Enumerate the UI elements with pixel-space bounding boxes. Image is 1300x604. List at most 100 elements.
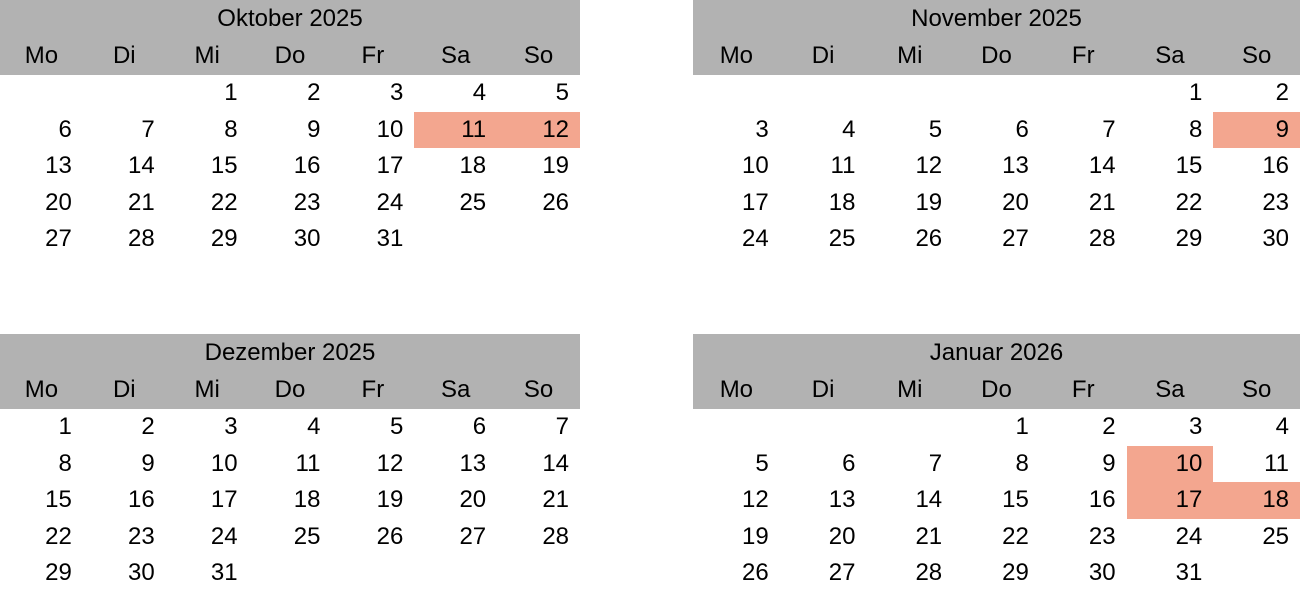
day-cell[interactable]: 15 (45, 486, 72, 513)
day-cell-highlighted[interactable]: 17 (1126, 482, 1214, 519)
day-cell[interactable]: 28 (128, 225, 155, 252)
day-cell[interactable]: 23 (1088, 522, 1116, 550)
day-cell[interactable]: 24 (1175, 522, 1203, 550)
day-cell[interactable]: 25 (293, 522, 321, 550)
day-cell[interactable]: 7 (555, 413, 570, 440)
day-cell[interactable]: 27 (1002, 225, 1029, 252)
day-cell[interactable]: 6 (58, 115, 72, 143)
day-cell[interactable]: 4 (472, 79, 487, 106)
day-cell[interactable]: 13 (45, 152, 72, 179)
day-cell-highlighted[interactable]: 11 (414, 111, 498, 148)
day-cell[interactable]: 31 (1175, 559, 1203, 586)
day-cell[interactable]: 27 (45, 225, 72, 252)
day-cell[interactable]: 20 (1002, 188, 1029, 216)
day-cell[interactable]: 8 (1015, 449, 1029, 477)
day-cell[interactable]: 22 (1175, 188, 1203, 216)
day-cell[interactable]: 23 (1262, 188, 1290, 216)
day-cell[interactable]: 18 (293, 486, 321, 513)
day-cell[interactable]: 6 (472, 413, 487, 440)
day-cell[interactable]: 29 (45, 559, 72, 586)
day-cell[interactable]: 3 (755, 115, 769, 143)
day-cell[interactable]: 27 (459, 522, 487, 550)
day-cell[interactable]: 24 (742, 225, 769, 252)
day-cell[interactable]: 9 (141, 449, 155, 477)
day-cell[interactable]: 2 (307, 79, 321, 106)
day-cell[interactable]: 7 (141, 115, 155, 143)
day-cell[interactable]: 13 (459, 449, 487, 477)
day-cell[interactable]: 21 (915, 522, 943, 550)
day-cell[interactable]: 19 (915, 188, 943, 216)
day-cell[interactable]: 3 (1188, 413, 1203, 440)
day-cell[interactable]: 5 (928, 115, 943, 143)
day-cell[interactable]: 15 (210, 152, 238, 179)
day-cell[interactable]: 31 (210, 559, 238, 586)
day-cell[interactable]: 20 (459, 486, 487, 513)
day-cell[interactable]: 29 (1175, 225, 1203, 252)
day-cell[interactable]: 26 (376, 522, 404, 550)
day-cell[interactable]: 3 (224, 413, 238, 440)
day-cell[interactable]: 8 (1188, 115, 1203, 143)
day-cell-highlighted[interactable]: 10 (1126, 445, 1214, 482)
day-cell[interactable]: 20 (45, 188, 72, 216)
day-cell[interactable]: 5 (389, 413, 404, 440)
day-cell[interactable]: 29 (1002, 559, 1029, 586)
day-cell[interactable]: 15 (1002, 486, 1029, 513)
day-cell[interactable]: 2 (1275, 79, 1290, 106)
day-cell[interactable]: 25 (1262, 522, 1290, 550)
day-cell[interactable]: 23 (128, 522, 155, 550)
day-cell[interactable]: 23 (293, 188, 321, 216)
day-cell[interactable]: 25 (828, 225, 856, 252)
day-cell[interactable]: 25 (459, 188, 487, 216)
day-cell[interactable]: 10 (210, 449, 238, 477)
day-cell[interactable]: 5 (555, 79, 570, 106)
day-cell[interactable]: 31 (376, 225, 404, 252)
day-cell[interactable]: 18 (828, 188, 856, 216)
day-cell[interactable]: 21 (542, 486, 570, 513)
day-cell[interactable]: 4 (307, 413, 321, 440)
day-cell[interactable]: 13 (828, 486, 856, 513)
day-cell[interactable]: 17 (376, 152, 404, 179)
day-cell[interactable]: 30 (1262, 225, 1290, 252)
day-cell-highlighted[interactable]: 12 (497, 111, 581, 148)
day-cell[interactable]: 20 (828, 522, 856, 550)
day-cell[interactable]: 26 (915, 225, 943, 252)
day-cell-highlighted[interactable]: 18 (1213, 482, 1300, 519)
day-cell[interactable]: 26 (542, 188, 570, 216)
day-cell[interactable]: 9 (1102, 449, 1116, 477)
day-cell[interactable]: 30 (128, 559, 155, 586)
day-cell[interactable]: 22 (1002, 522, 1029, 550)
day-cell[interactable]: 19 (542, 152, 570, 179)
day-cell[interactable]: 16 (128, 486, 155, 513)
day-cell[interactable]: 27 (828, 559, 856, 586)
day-cell[interactable]: 28 (915, 559, 943, 586)
day-cell[interactable]: 2 (141, 413, 155, 440)
day-cell[interactable]: 8 (58, 449, 72, 477)
day-cell[interactable]: 11 (1264, 449, 1290, 477)
day-cell[interactable]: 13 (1002, 152, 1029, 179)
day-cell[interactable]: 3 (389, 79, 404, 106)
day-cell[interactable]: 14 (915, 486, 943, 513)
day-cell[interactable]: 21 (1088, 188, 1116, 216)
day-cell[interactable]: 9 (307, 115, 321, 143)
day-cell[interactable]: 24 (210, 522, 238, 550)
day-cell[interactable]: 1 (1188, 79, 1203, 106)
day-cell[interactable]: 2 (1102, 413, 1116, 440)
day-cell[interactable]: 14 (542, 449, 570, 477)
day-cell[interactable]: 6 (842, 449, 856, 477)
day-cell[interactable]: 24 (376, 188, 404, 216)
day-cell[interactable]: 30 (1088, 559, 1116, 586)
day-cell[interactable]: 1 (58, 413, 72, 440)
day-cell[interactable]: 16 (1262, 152, 1290, 179)
day-cell[interactable]: 10 (742, 152, 769, 179)
day-cell[interactable]: 11 (295, 449, 321, 477)
day-cell[interactable]: 17 (210, 486, 238, 513)
day-cell[interactable]: 8 (224, 115, 238, 143)
day-cell[interactable]: 22 (210, 188, 238, 216)
day-cell[interactable]: 7 (1102, 115, 1116, 143)
day-cell[interactable]: 5 (755, 449, 769, 477)
day-cell[interactable]: 16 (293, 152, 321, 179)
day-cell[interactable]: 26 (742, 559, 769, 586)
day-cell[interactable]: 28 (1088, 225, 1116, 252)
day-cell[interactable]: 7 (928, 449, 943, 477)
day-cell[interactable]: 22 (45, 522, 72, 550)
